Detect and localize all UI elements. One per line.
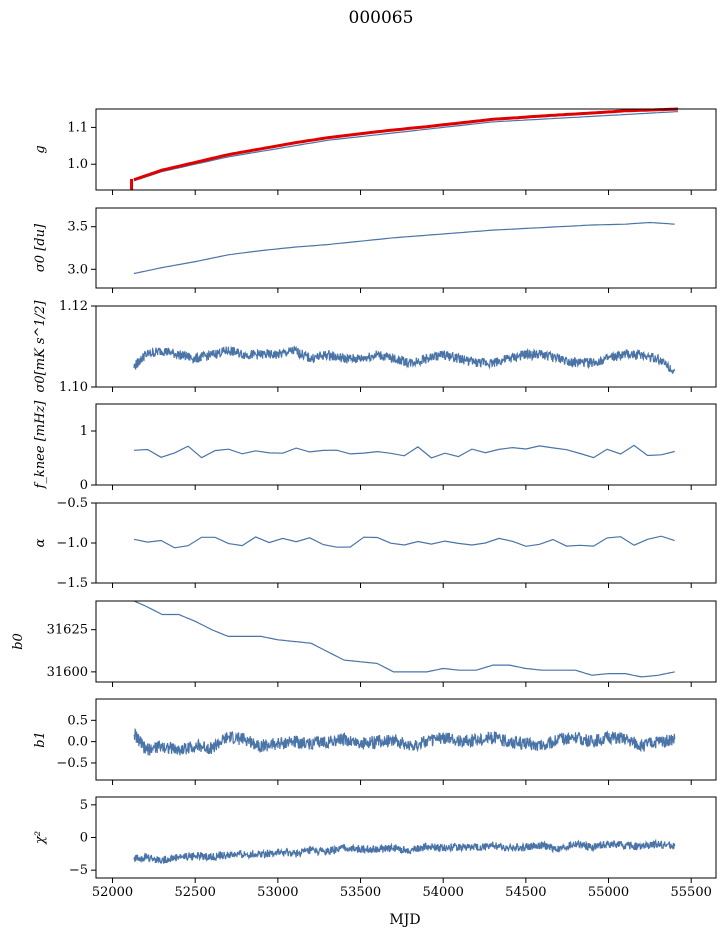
x-tick-label-1: 52000	[92, 885, 133, 900]
axes-frame-1	[95, 108, 717, 191]
series-line-7-1	[133, 727, 676, 756]
series-line-1-1	[133, 111, 679, 182]
y-tick-label-1-2: 1.0	[67, 157, 88, 172]
axes-frame-5	[95, 502, 717, 584]
y-axis-label-4: f_knee [mHz]	[33, 400, 48, 490]
panel-1: 1.1 1.0 g	[33, 107, 717, 195]
x-tick-label-8: 55500	[671, 885, 712, 900]
y-tick-label-7-3: −0.5	[56, 756, 88, 771]
y-tick-label-6-2: 31600	[47, 665, 88, 680]
y-tick-label-1-1: 1.1	[67, 120, 88, 135]
axes-frame-3	[95, 305, 717, 388]
panel-8: 5 0 −5 52000 52500 53000 53500 54000 54500 55000 5…	[33, 796, 717, 900]
series-line-5-1	[133, 535, 675, 549]
figure-title: 000065	[349, 8, 414, 28]
x-tick-label-7: 55000	[588, 885, 629, 900]
y-tick-label-4-2: 0	[80, 478, 88, 493]
axes-frame-8	[95, 796, 717, 879]
x-tick-label-6: 54500	[505, 885, 546, 900]
panels-group: 1.1 1.0 g 3.5 3.0 σ0 [du] 1.12 1.10 σ0[mK s^1/2]…	[11, 107, 717, 900]
x-tick-label-5: 54000	[423, 885, 464, 900]
y-axis-label-3: σ0[mK s^1/2]	[33, 300, 48, 393]
y-tick-label-7-1: 0.5	[67, 713, 88, 728]
y-axis-label-7: b1	[33, 731, 48, 748]
series-line-8-1	[133, 838, 676, 864]
y-axis-label-1: g	[33, 145, 48, 153]
y-tick-label-8-3: −5	[69, 863, 88, 878]
y-tick-label-2-1: 3.5	[67, 220, 88, 235]
axes-frame-7	[95, 698, 717, 781]
panel-5: −0.5 −1.0 −1.5 α	[33, 496, 717, 591]
x-tick-label-3: 53000	[257, 885, 298, 900]
y-tick-label-2-2: 3.0	[67, 262, 88, 277]
panel-4: 1 0 f_knee [mHz]	[33, 400, 717, 493]
axes-frame-4	[95, 403, 717, 486]
series-line-3-1	[133, 345, 676, 374]
series-line-1-2	[133, 107, 679, 182]
y-axis-label-2: σ0 [du]	[33, 223, 48, 272]
series-line-2-1	[133, 221, 675, 275]
y-tick-label-5-2: −1.0	[56, 536, 88, 551]
panel-7: 0.5 0.0 −0.5 b1	[33, 698, 717, 785]
panel-2: 3.5 3.0 σ0 [du]	[33, 207, 717, 293]
y-tick-label-5-3: −1.5	[56, 576, 88, 591]
y-tick-label-3-2: 1.10	[59, 380, 88, 395]
y-tick-label-6-1: 31625	[47, 623, 88, 638]
series-line-4-1	[133, 444, 675, 459]
x-axis-label: MJD	[389, 912, 420, 928]
x-tick-label-4: 53500	[340, 885, 381, 900]
axes-frame-6	[95, 600, 717, 683]
y-tick-label-8-2: 0	[80, 831, 88, 846]
y-axis-label-5: α	[33, 538, 48, 547]
y-tick-label-4-1: 1	[80, 424, 88, 439]
y-tick-label-8-1: 5	[80, 798, 88, 813]
x-tick-label-2: 52500	[175, 885, 216, 900]
y-tick-label-7-2: 0.0	[67, 735, 88, 750]
y-axis-label-8: χ²	[33, 831, 48, 845]
series-line-6-1	[133, 600, 675, 678]
panel-6: 31625 31600 b0	[11, 600, 717, 687]
panel-3: 1.12 1.10 σ0[mK s^1/2]	[33, 299, 717, 395]
y-tick-label-3-1: 1.12	[59, 299, 88, 314]
axes-frame-2	[95, 207, 717, 289]
y-axis-label-6: b0	[11, 633, 26, 650]
y-tick-label-5-1: −0.5	[56, 496, 88, 511]
